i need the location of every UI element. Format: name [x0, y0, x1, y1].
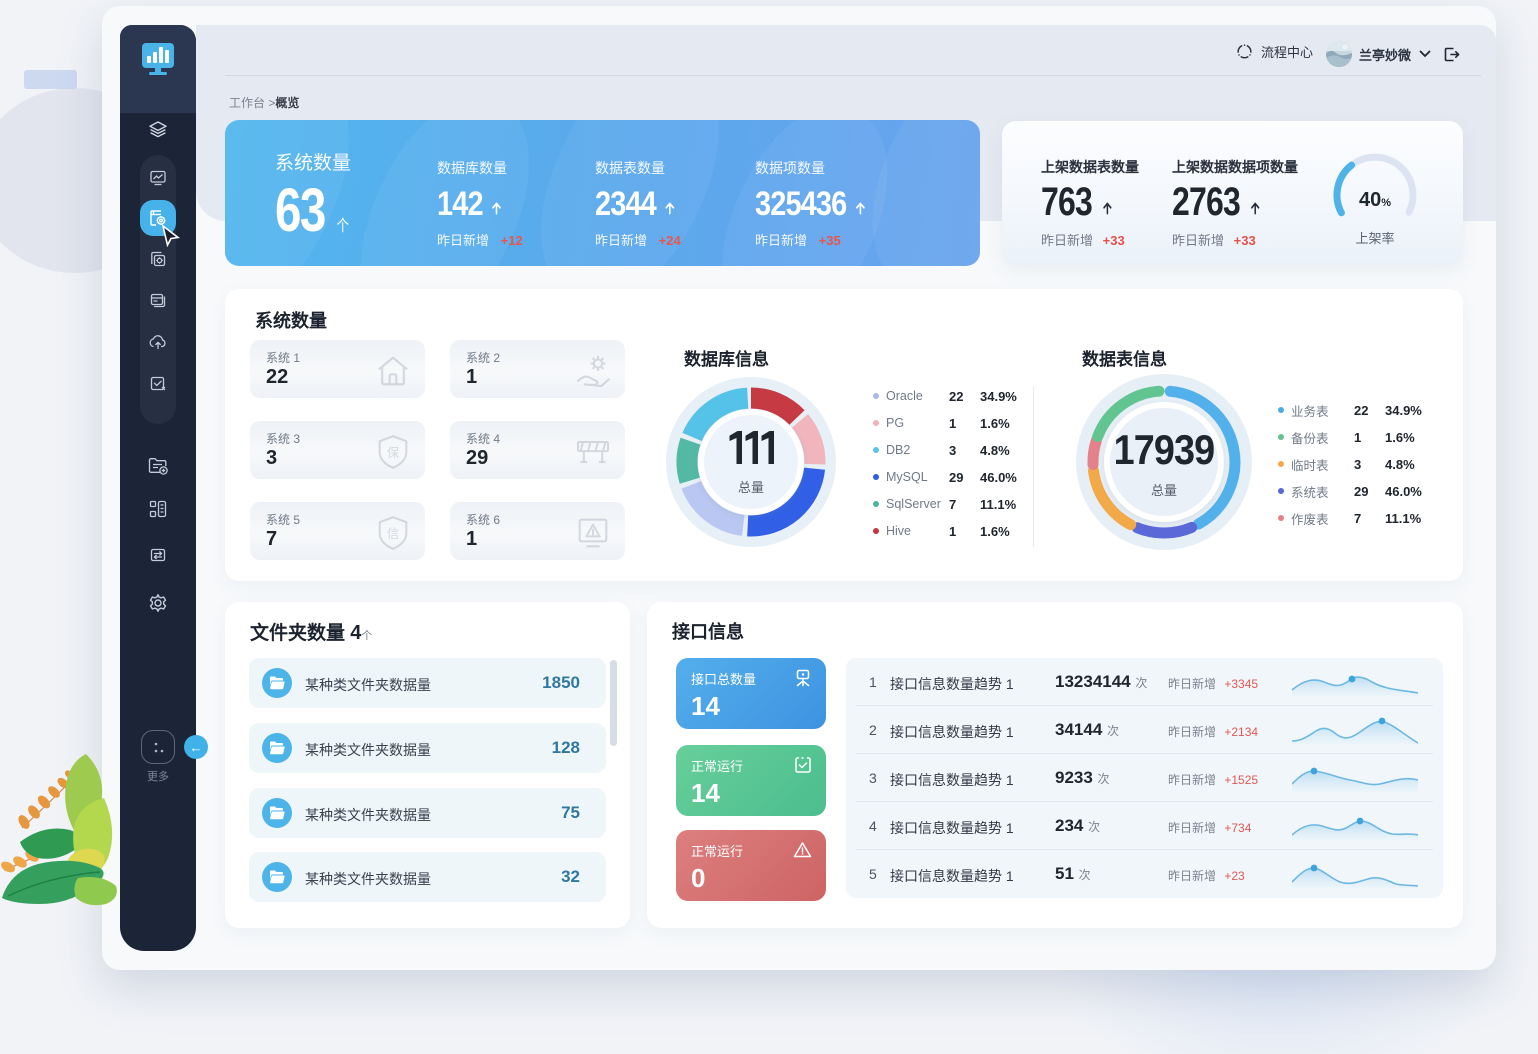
svg-text:保: 保 — [387, 446, 400, 460]
svg-text:信: 信 — [387, 527, 400, 541]
